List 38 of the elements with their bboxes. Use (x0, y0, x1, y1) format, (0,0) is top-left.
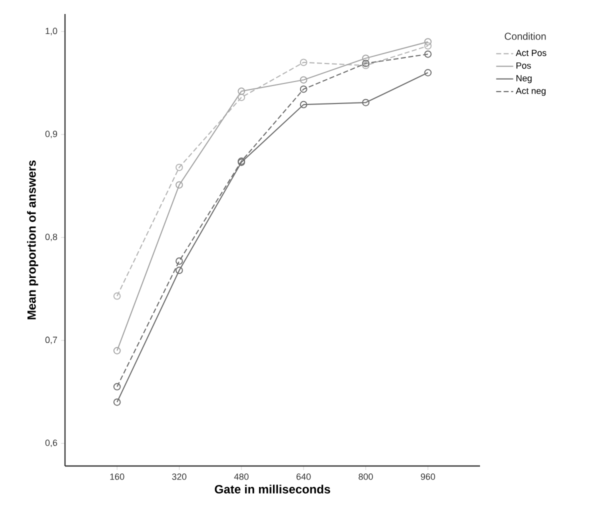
y-tick-label: 1,0 (46, 28, 58, 36)
x-tick-label: 640 (296, 474, 311, 480)
point (176, 257, 183, 265)
legend-label: Pos (516, 62, 531, 69)
point (300, 58, 308, 66)
x-tick-label: 960 (420, 474, 436, 480)
point (176, 164, 183, 172)
y-tick-label: 0,6 (45, 440, 58, 448)
point (424, 50, 432, 58)
legend-label: Act neg (516, 88, 546, 96)
legend-title: Condition (504, 32, 546, 40)
point (424, 42, 432, 50)
point (113, 292, 121, 300)
point (362, 54, 370, 62)
point (176, 181, 183, 189)
x-tick-label: 320 (172, 474, 186, 480)
legend-label: Neg (516, 75, 532, 84)
point (300, 76, 308, 84)
y-tick-label: 0,9 (45, 130, 58, 138)
point (113, 346, 121, 354)
x-tick-label: 800 (358, 474, 373, 480)
point (300, 100, 308, 108)
x-axis-title: Gate in milliseconds (214, 484, 330, 494)
y-tick-label: 0,7 (45, 336, 58, 344)
point (424, 68, 432, 76)
point (300, 85, 308, 93)
point (362, 98, 370, 106)
point (113, 398, 121, 406)
legend-label: Act Pos (516, 50, 546, 56)
y-tick-label: 0,8 (45, 234, 58, 242)
point (113, 383, 121, 390)
point (424, 38, 432, 46)
y-axis-title: Mean proportion of answers (27, 160, 38, 320)
point (238, 88, 246, 95)
point (238, 94, 246, 102)
point (176, 266, 183, 274)
x-tick-label: 160 (110, 474, 124, 480)
x-tick-label: 480 (234, 474, 249, 480)
